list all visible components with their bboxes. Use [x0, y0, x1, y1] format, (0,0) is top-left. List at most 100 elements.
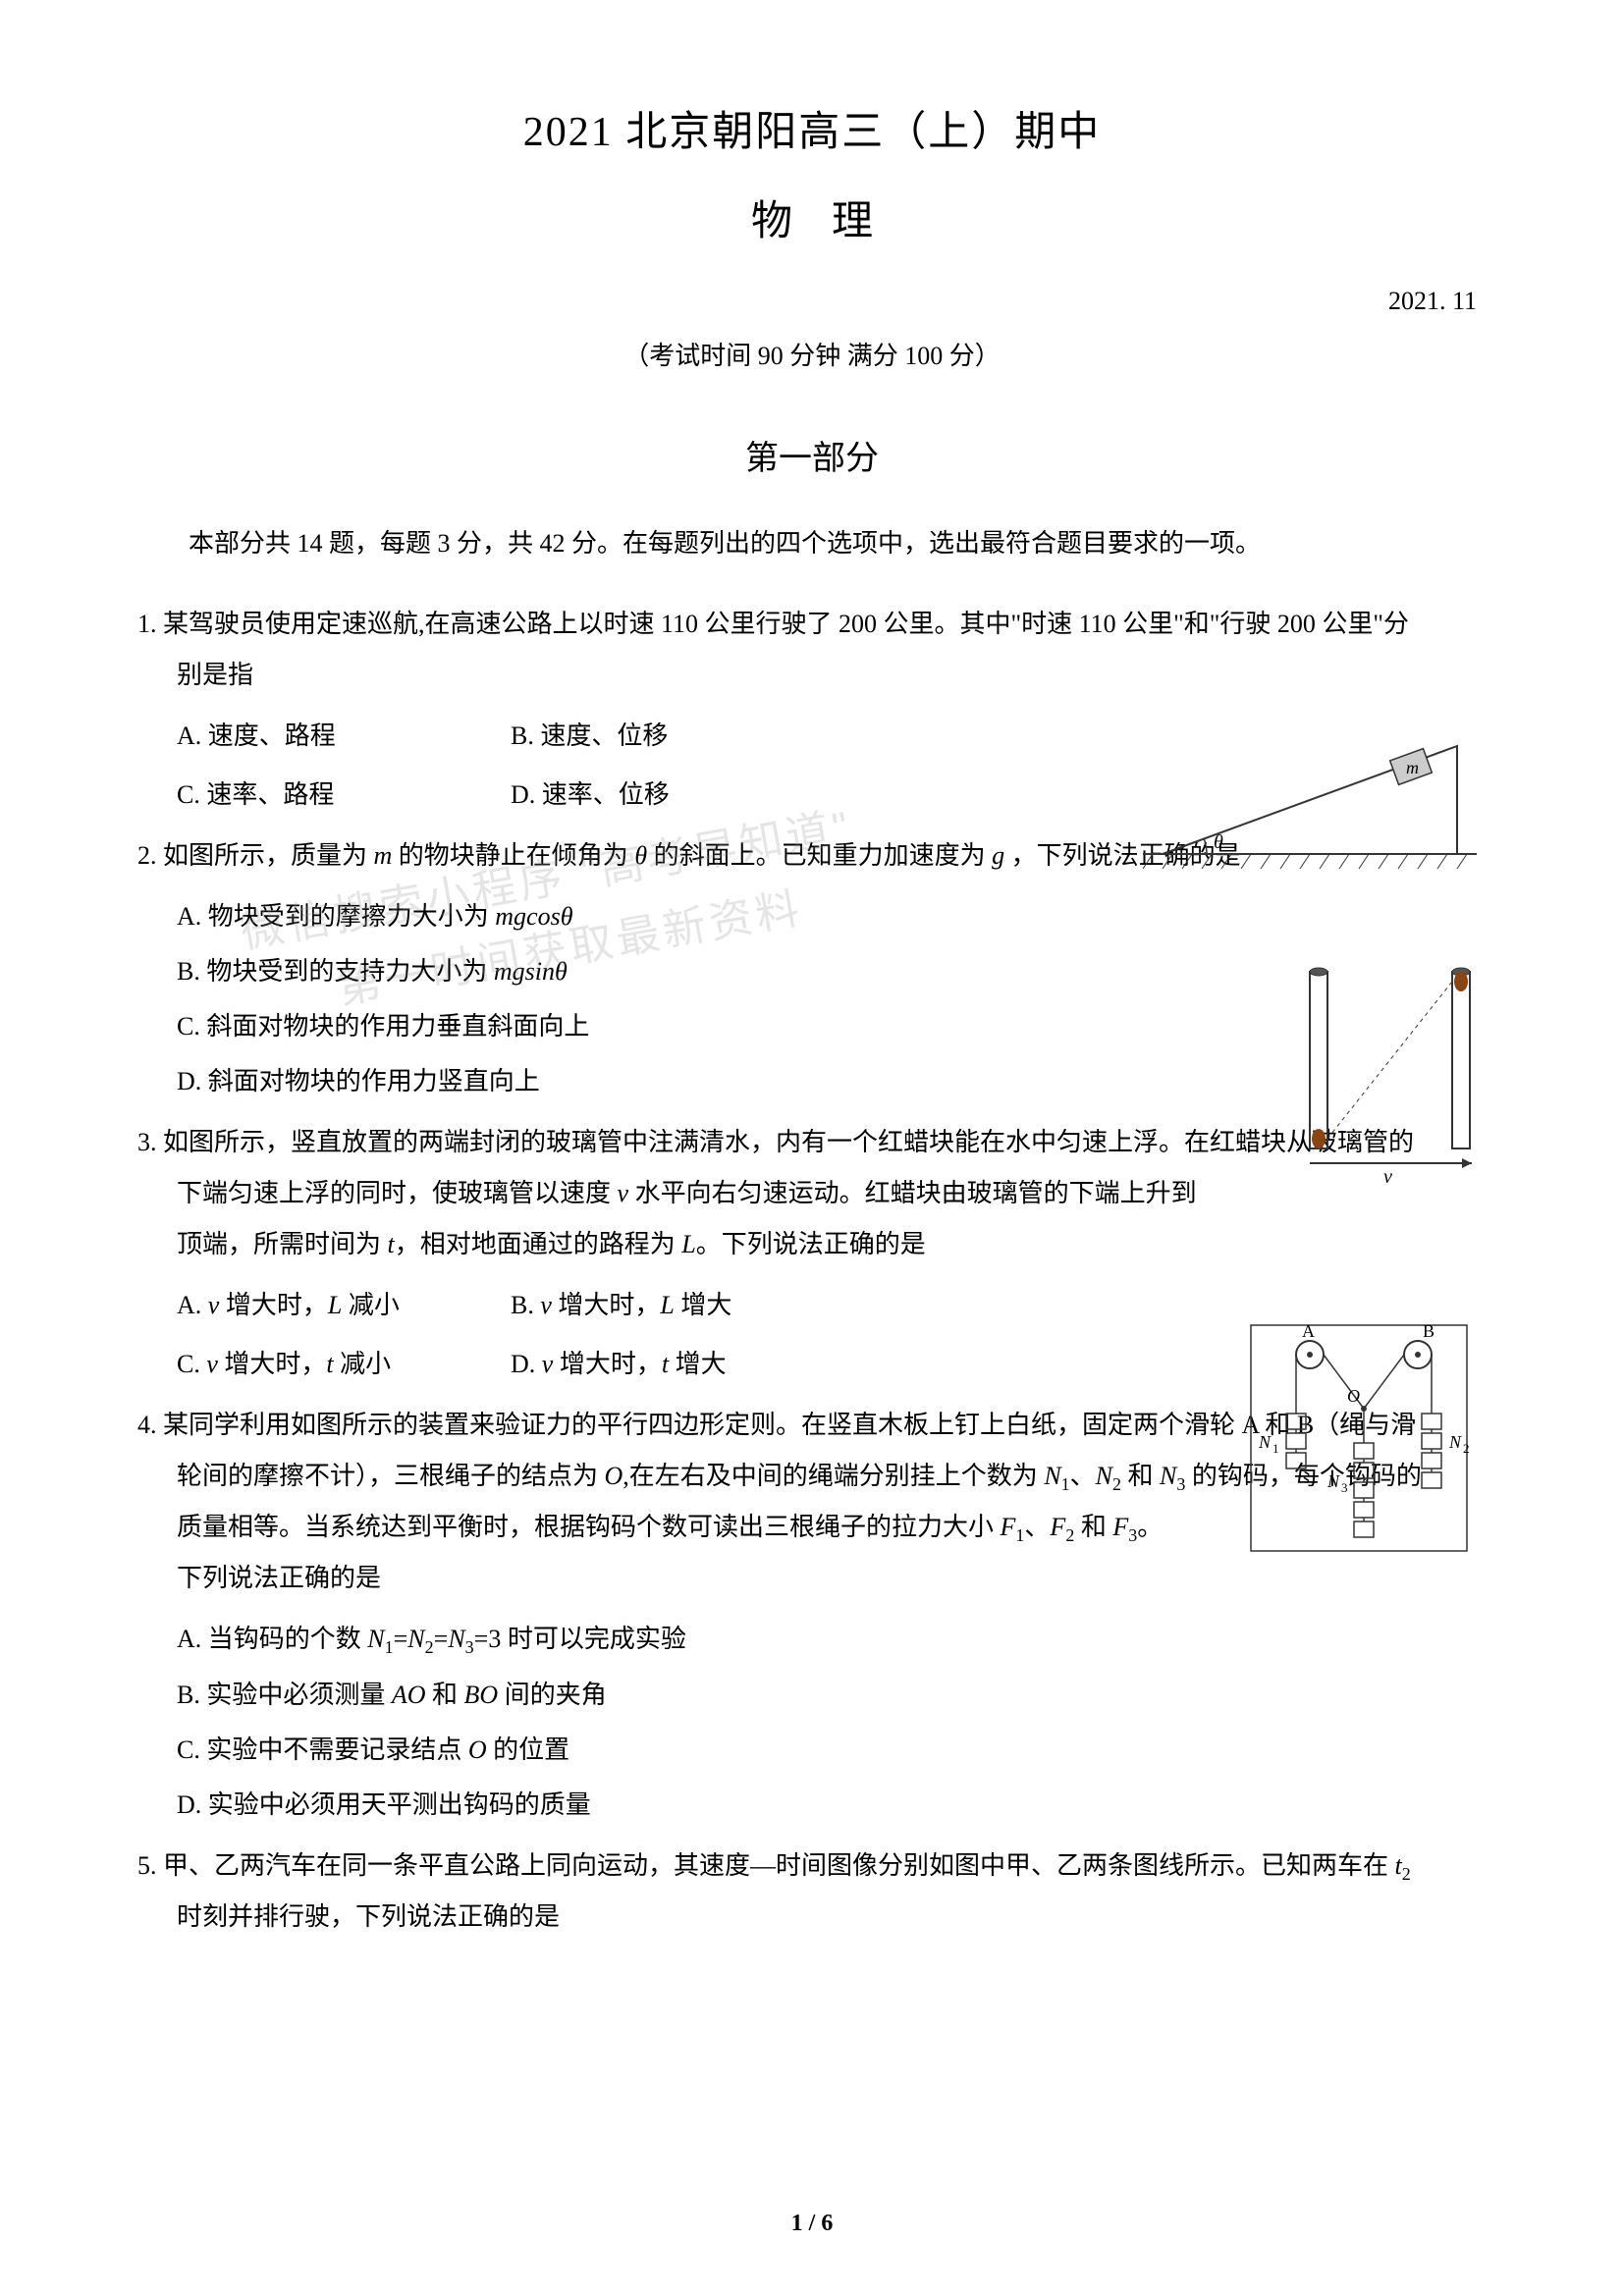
q4-fig-N3s: 3 [1341, 1480, 1348, 1495]
q4-a-N2: N [407, 1625, 424, 1653]
q4-fig-N1s: 1 [1272, 1441, 1279, 1456]
q4-fig-A: A [1302, 1321, 1315, 1341]
q4-a-s: =3 时可以完成实验 [474, 1625, 686, 1653]
q5-t1-t2: t [1395, 1851, 1402, 1880]
q3-a-L: L [328, 1291, 342, 1319]
q3-d-v: v [542, 1350, 554, 1378]
q4-a-N3s: 3 [465, 1638, 474, 1658]
q4-t2-O: O [605, 1462, 623, 1490]
q4-option-c: C. 实验中不需要记录结点 O 的位置 [177, 1725, 1237, 1776]
q4-t3-F3: F [1112, 1513, 1128, 1541]
q4-options: A. 当钩码的个数 N1=N2=N3=3 时可以完成实验 B. 实验中必须测量 … [137, 1614, 1237, 1830]
q4-t2-N2s: 2 [1112, 1474, 1121, 1494]
q4-t3-F2: F [1050, 1513, 1065, 1541]
q3-t3-L: L [681, 1230, 695, 1258]
q2-option-d: D. 斜面对物块的作用力竖直向上 [177, 1056, 1159, 1107]
q5-text1: 5. 甲、乙两汽车在同一条平直公路上同向运动，其速度—时间图像分别如图中甲、乙两… [137, 1841, 1487, 1892]
q4-t3-p: 质量相等。当系统达到平衡时，根据钩码个数可读出三根绳子的拉力大小 [177, 1513, 1001, 1541]
q4-t2-m2: 、 [1070, 1462, 1096, 1490]
q3-b-L: L [660, 1291, 674, 1319]
q4-option-d: D. 实验中必须用天平测出钩码的质量 [177, 1780, 1237, 1831]
q1-option-d: D. 速率、位移 [511, 770, 844, 821]
q3-text3: 顶端，所需时间为 t，相对地面通过的路程为 L。下列说法正确的是 [137, 1219, 1276, 1270]
q4-num: 4. [137, 1411, 157, 1439]
q1-option-a: A. 速度、路程 [177, 711, 511, 762]
q2-num: 2. [137, 841, 157, 870]
q3-line1: 如图所示，竖直放置的两端封闭的玻璃管中注满清水，内有一个红蜡块能在水中匀速上浮。… [163, 1128, 1414, 1156]
q3-t2-mid: 水平向右匀速运动。红蜡块由玻璃管的下端上升到 [628, 1179, 1197, 1207]
q3-option-c: C. v 增大时，t 减小 [177, 1339, 511, 1390]
q2-figure: m θ [1133, 726, 1487, 874]
q3-d-s: 增大 [669, 1350, 727, 1378]
q3-text1: 3. 如图所示，竖直放置的两端封闭的玻璃管中注满清水，内有一个红蜡块能在水中匀速… [137, 1117, 1487, 1168]
q4-t3-F1: F [1001, 1513, 1016, 1541]
page-current: 1 [791, 2211, 803, 2236]
q2-fig-theta: θ [1214, 831, 1223, 853]
exam-info: （考试时间 90 分钟 满分 100 分） [137, 336, 1487, 372]
q4-a-N2s: 2 [425, 1638, 434, 1658]
page-number: 1 / 6 [791, 2211, 834, 2237]
q2-b-prefix: B. 物块受到的支持力大小为 [177, 957, 494, 986]
q3-num: 3. [137, 1128, 157, 1156]
q4-a-p: A. 当钩码的个数 [177, 1625, 367, 1653]
q4-fig-N2: N [1448, 1432, 1462, 1452]
q3-t3-mid: ，相对地面通过的路程为 [395, 1230, 682, 1258]
q2-option-b: B. 物块受到的支持力大小为 mgsinθ [177, 946, 1159, 997]
q2-mid1: 的物块静止在倾角为 [399, 841, 628, 870]
q4-t3-m1: 、 [1024, 1513, 1050, 1541]
q4-t2-N2: N [1096, 1462, 1112, 1490]
q2-option-c: C. 斜面对物块的作用力垂直斜面向上 [177, 1001, 1159, 1052]
q4-figure: A B O N 1 N 2 N 3 [1231, 1315, 1487, 1561]
q3-a-s: 减小 [342, 1291, 400, 1319]
q4-c-O: O [468, 1735, 487, 1764]
q2-b-formula: mgsinθ [494, 957, 568, 986]
q1-line2: 别是指 [137, 650, 1487, 701]
q2-a-formula: mgcosθ [495, 902, 572, 931]
q2-options: A. 物块受到的摩擦力大小为 mgcosθ B. 物块受到的支持力大小为 mgs… [137, 891, 1159, 1107]
q4-b-p: B. 实验中必须测量 [177, 1681, 392, 1709]
section-intro: 本部分共 14 题，每题 3 分，共 42 分。在每题列出的四个选项中，选出最符… [137, 518, 1487, 569]
q2-option-a: A. 物块受到的摩擦力大小为 mgcosθ [177, 891, 1159, 942]
q5-t1-t2s: 2 [1402, 1864, 1411, 1884]
q2-mid2: 的斜面上。已知重力加速度为 [654, 841, 986, 870]
q3-t2-prefix: 下端匀速上浮的同时，使玻璃管以速度 [177, 1179, 618, 1207]
q4-fig-N2s: 2 [1463, 1441, 1470, 1456]
q3-t3-t: t [388, 1230, 395, 1258]
q3-c-t: t [326, 1350, 333, 1378]
q3-text2: 下端匀速上浮的同时，使玻璃管以速度 v 水平向右匀速运动。红蜡块由玻璃管的下端上… [137, 1168, 1276, 1219]
q4-b-s: 间的夹角 [498, 1681, 607, 1709]
q3-a-v: v [208, 1291, 220, 1319]
q3-options: A. v 增大时，L 减小 B. v 增大时，L 增大 C. v 增大时，t 减… [137, 1280, 1276, 1390]
q4-a-e1: = [394, 1625, 408, 1653]
q1-option-c: C. 速率、路程 [177, 770, 511, 821]
q2-a-prefix: A. 物块受到的摩擦力大小为 [177, 902, 495, 931]
q4-t3-F3s: 3 [1128, 1525, 1137, 1545]
q4-line1: 某同学利用如图所示的装置来验证力的平行四边形定则。在竖直木板上钉上白纸，固定两个… [163, 1411, 1416, 1439]
q1-option-b: B. 速度、位移 [511, 711, 844, 762]
page-sep: / [803, 2211, 822, 2236]
q3-d-m: 增大时， [553, 1350, 662, 1378]
q2-m: m [374, 841, 393, 870]
q4-fig-O: O [1347, 1386, 1360, 1406]
q3-option-b: B. v 增大时，L 增大 [511, 1280, 844, 1331]
q4-option-a: A. 当钩码的个数 N1=N2=N3=3 时可以完成实验 [177, 1614, 1237, 1665]
exam-subject: 物理 [137, 187, 1487, 247]
q3-a-m: 增大时， [219, 1291, 328, 1319]
q1-num: 1. [137, 610, 157, 638]
q2-g: g [992, 841, 1004, 870]
q3-b-v: v [540, 1291, 552, 1319]
q3-t3-prefix: 顶端，所需时间为 [177, 1230, 388, 1258]
q2-prefix: 如图所示，质量为 [163, 841, 367, 870]
q1-line1: 某驾驶员使用定速巡航,在高速公路上以时速 110 公里行驶了 200 公里。其中… [163, 610, 1409, 638]
q4-a-N3: N [448, 1625, 464, 1653]
q2-theta: θ [634, 841, 647, 870]
q4-t2-p: 轮间的摩擦不计），三根绳子的结点为 [177, 1462, 605, 1490]
q4-a-e2: = [434, 1625, 449, 1653]
q3-t2-v: v [618, 1179, 629, 1207]
q4-t3-m2: 和 [1074, 1513, 1112, 1541]
exam-title: 2021 北京朝阳高三（上）期中 [137, 98, 1487, 158]
q3-c-p: C. [177, 1350, 206, 1378]
q4-t2-N1: N [1044, 1462, 1060, 1490]
q3-d-t: t [662, 1350, 669, 1378]
q4-fig-N3: N [1326, 1471, 1340, 1491]
